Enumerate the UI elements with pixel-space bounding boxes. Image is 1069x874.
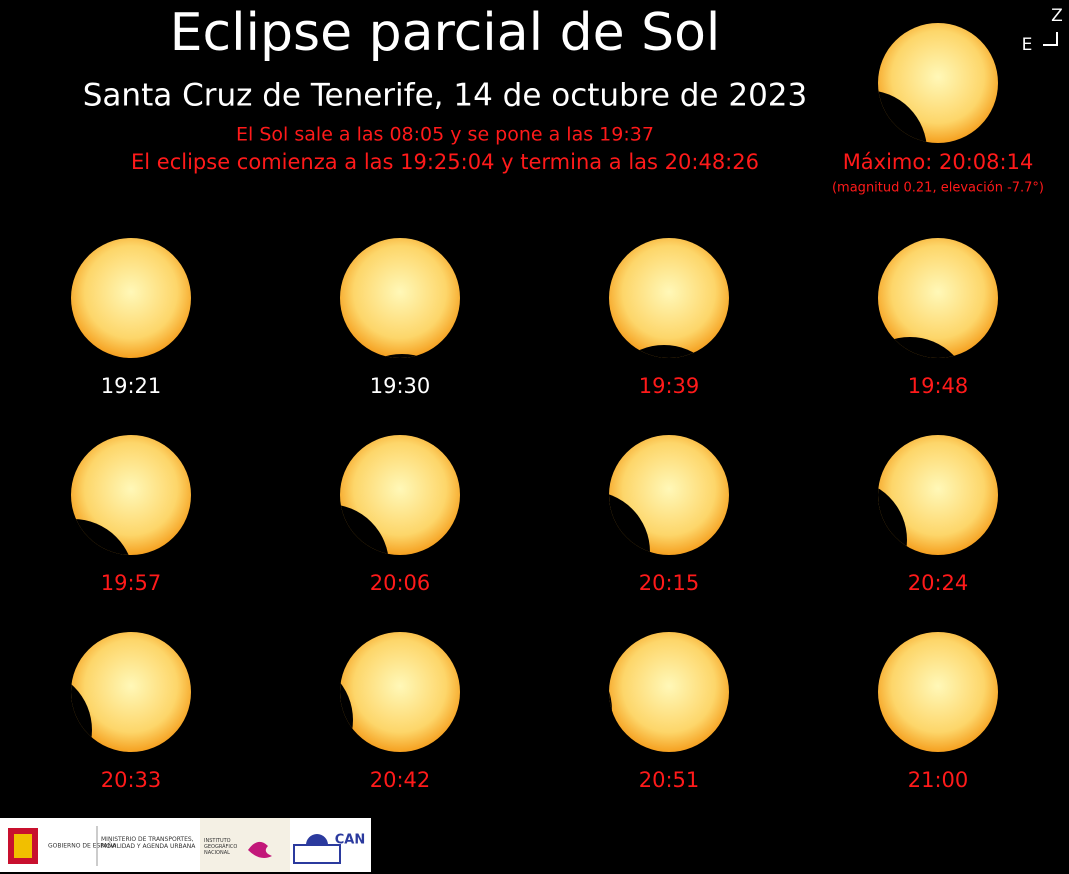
coat-of-arms-inner bbox=[14, 834, 32, 858]
frame-time: 20:24 bbox=[908, 571, 969, 595]
subtitle: Santa Cruz de Tenerife, 14 de octubre de… bbox=[83, 78, 808, 114]
moon bbox=[340, 504, 389, 555]
ministry-logo: MINISTERIO DE TRANSPORTES, MOVILIDAD Y A… bbox=[101, 836, 196, 850]
compass-zenith: Z bbox=[1051, 6, 1063, 26]
moon bbox=[609, 491, 650, 555]
sun bbox=[609, 632, 729, 752]
eclipse-times: El eclipse comienza a las 19:25:04 y ter… bbox=[131, 150, 759, 174]
moon bbox=[878, 90, 927, 143]
frame-time: 20:06 bbox=[370, 571, 431, 595]
frame-time: 19:57 bbox=[101, 571, 162, 595]
government-logo: GOBIERNO DE ESPAÑA bbox=[48, 843, 117, 850]
frame-time: 19:21 bbox=[101, 374, 162, 398]
sun bbox=[71, 632, 191, 752]
frame-time: 20:51 bbox=[639, 768, 700, 792]
ministry-box: MINISTERIO DE TRANSPORTES, MOVILIDAD Y A… bbox=[101, 836, 196, 850]
sun bbox=[71, 435, 191, 555]
frame-time: 19:48 bbox=[908, 374, 969, 398]
ign-emblem bbox=[248, 841, 272, 858]
title: Eclipse parcial de Sol bbox=[170, 3, 721, 63]
sun bbox=[609, 238, 729, 358]
compass-east: E bbox=[1022, 35, 1033, 55]
frame-time: 20:42 bbox=[370, 768, 431, 792]
institute-box: INSTITUTO GEOGRÁFICO NACIONAL bbox=[204, 838, 238, 856]
maximum-details: (magnitud 0.21, elevación -7.7°) bbox=[832, 181, 1044, 196]
frame-time: 20:33 bbox=[101, 768, 162, 792]
sun bbox=[878, 632, 998, 752]
can-logo: CAN bbox=[335, 833, 365, 848]
compass-axes bbox=[1043, 32, 1058, 46]
frame-time: 19:39 bbox=[639, 374, 700, 398]
sun-times: El Sol sale a las 08:05 y se pone a las … bbox=[236, 124, 654, 146]
frame-time: 19:30 bbox=[370, 374, 431, 398]
sun bbox=[340, 238, 460, 358]
sun bbox=[71, 238, 191, 358]
sun bbox=[340, 632, 460, 752]
sun bbox=[878, 238, 998, 358]
institute-logo: INSTITUTO GEOGRÁFICO NACIONAL bbox=[204, 838, 238, 856]
frame-time: 21:00 bbox=[908, 768, 969, 792]
sun bbox=[878, 435, 998, 555]
observatory-dome bbox=[306, 834, 328, 845]
maximum-label: Máximo: 20:08:14 bbox=[843, 150, 1034, 174]
footer-logos: GOBIERNO DE ESPAÑA MINISTERIO DE TRANSPO… bbox=[0, 818, 371, 872]
frame-time: 20:15 bbox=[639, 571, 700, 595]
ign-area bbox=[200, 818, 290, 872]
